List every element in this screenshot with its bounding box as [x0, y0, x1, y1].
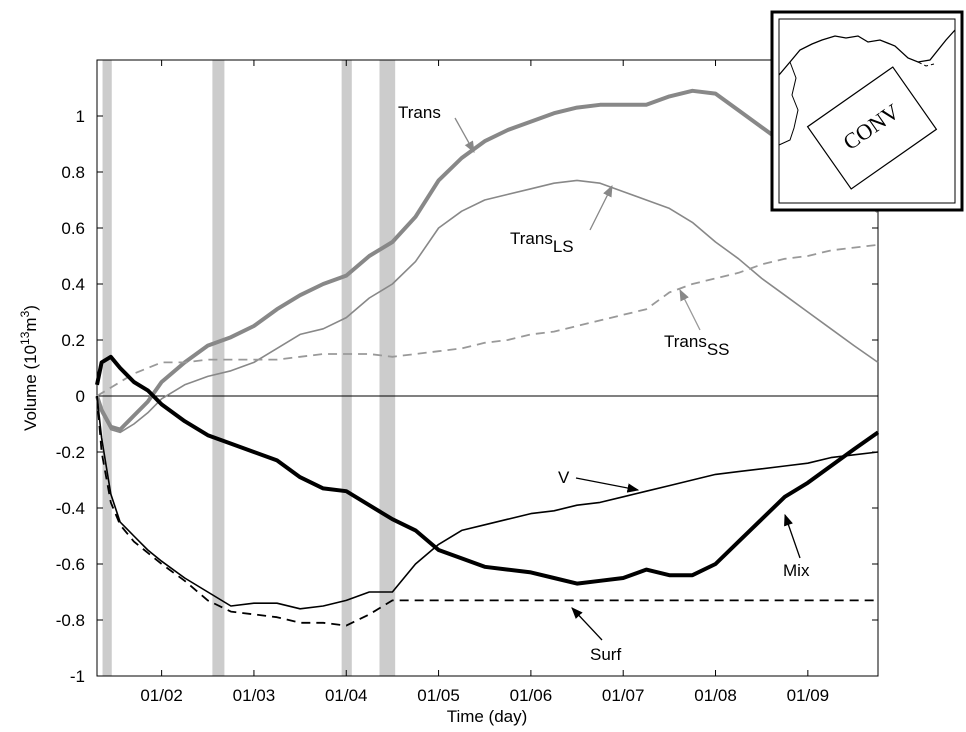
plot-area: -1 -0.8 -0.6 -0.4 -0.2 0 0.2 0.4 0.6 0.8 1 01/02 01/…: [56, 59, 880, 705]
inset-map: CONV: [770, 10, 964, 212]
shaded-period: [212, 60, 225, 676]
axes-frame: [96, 59, 879, 677]
x-tick-label: 01/05: [417, 686, 460, 705]
annotation-arrow: [784, 513, 801, 559]
x-tick-label: 01/09: [787, 686, 830, 705]
annotation-arrow: [575, 477, 640, 493]
y-tick-label: 0.2: [61, 331, 85, 350]
series-line: [95, 354, 880, 586]
annotation-text: Trans: [398, 103, 441, 122]
y-tick-label: -0.6: [56, 555, 85, 574]
series-annotation: V: [558, 468, 570, 487]
y-axis-label: Volume (1013m3): [18, 305, 40, 431]
shaded-period: [102, 60, 112, 676]
series-annotation: Surf: [590, 645, 621, 664]
annotation-subscript: SS: [707, 340, 730, 359]
x-axis-label: Time (day): [447, 707, 528, 726]
y-tick-label: 1: [76, 107, 85, 126]
x-tick-label: 01/04: [325, 686, 368, 705]
y-tick-label: -0.8: [56, 611, 85, 630]
x-tick-label: 01/02: [140, 686, 183, 705]
annotation-text: Trans: [664, 332, 707, 351]
series-line: [96, 395, 879, 610]
series-annotation: Trans: [398, 103, 441, 122]
series-line: [95, 88, 880, 432]
y-tick-label: -0.2: [56, 443, 85, 462]
series-line: [96, 395, 878, 627]
annotation-arrow: [589, 184, 613, 231]
y-tick-label: 0.6: [61, 219, 85, 238]
annotation-text: Trans: [510, 229, 553, 248]
annotation-arrow: [679, 288, 701, 331]
x-tick-label: 01/08: [694, 686, 737, 705]
y-tick-label: 0.4: [61, 275, 85, 294]
y-tick-label: -1: [70, 667, 85, 686]
series-annotation: TransSS: [664, 332, 730, 359]
y-tick-label: -0.4: [56, 499, 85, 518]
series-line: [96, 243, 879, 397]
x-tick-label: 01/03: [233, 686, 276, 705]
annotation-text: Surf: [590, 645, 621, 664]
series-line: [96, 179, 879, 434]
annotation-text: V: [558, 468, 570, 487]
annotation-arrow: [454, 117, 475, 154]
shaded-period: [341, 60, 352, 676]
annotation-arrow: [571, 607, 603, 641]
y-tick-label: 0.8: [61, 163, 85, 182]
shaded-period: [379, 60, 396, 676]
x-tick-label: 01/07: [602, 686, 645, 705]
annotation-text: Mix: [783, 561, 810, 580]
y-tick-label: 0: [76, 387, 85, 406]
x-tick-label: 01/06: [510, 686, 553, 705]
annotation-subscript: LS: [553, 237, 574, 256]
series-annotation: TransLS: [510, 229, 574, 256]
series-annotation: Mix: [783, 561, 810, 580]
